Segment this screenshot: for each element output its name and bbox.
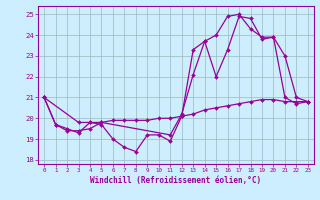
X-axis label: Windchill (Refroidissement éolien,°C): Windchill (Refroidissement éolien,°C) — [91, 176, 261, 185]
